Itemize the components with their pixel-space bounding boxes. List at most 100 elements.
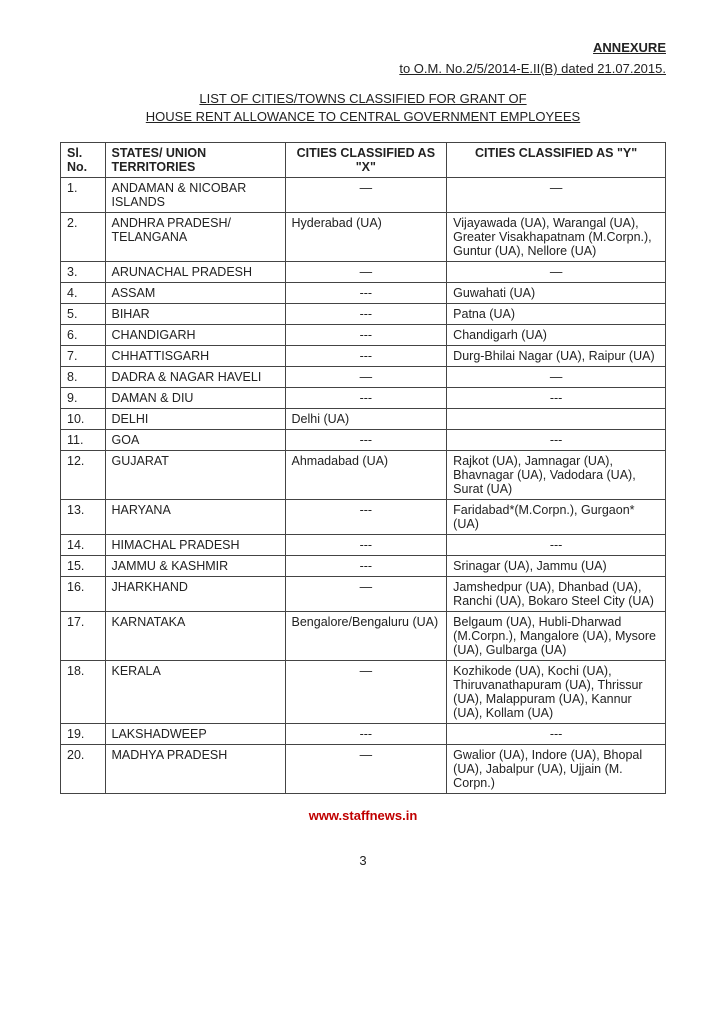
cell-sl: 12.	[61, 451, 106, 500]
annexure-label: ANNEXURE	[60, 40, 666, 55]
cell-state: GUJARAT	[105, 451, 285, 500]
table-row: 5.BIHAR---Patna (UA)	[61, 304, 666, 325]
cell-x: ---	[285, 304, 447, 325]
cell-y: ---	[447, 535, 666, 556]
title-line1: LIST OF CITIES/TOWNS CLASSIFIED FOR GRAN…	[199, 91, 526, 106]
table-row: 2.ANDHRA PRADESH/ TELANGANAHyderabad (UA…	[61, 213, 666, 262]
cell-y: Srinagar (UA), Jammu (UA)	[447, 556, 666, 577]
table-row: 1.ANDAMAN & NICOBAR ISLANDS——	[61, 178, 666, 213]
col-sl: Sl. No.	[61, 143, 106, 178]
cell-state: JHARKHAND	[105, 577, 285, 612]
cell-state: CHANDIGARH	[105, 325, 285, 346]
cell-state: DELHI	[105, 409, 285, 430]
cell-sl: 6.	[61, 325, 106, 346]
cell-sl: 18.	[61, 661, 106, 724]
cell-y: —	[447, 367, 666, 388]
cell-sl: 19.	[61, 724, 106, 745]
cities-table: Sl. No. STATES/ UNION TERRITORIES CITIES…	[60, 142, 666, 794]
table-body: 1.ANDAMAN & NICOBAR ISLANDS—— 2.ANDHRA P…	[61, 178, 666, 794]
cell-state: HIMACHAL PRADESH	[105, 535, 285, 556]
cell-state: MADHYA PRADESH	[105, 745, 285, 794]
cell-state: ANDAMAN & NICOBAR ISLANDS	[105, 178, 285, 213]
cell-x: ---	[285, 500, 447, 535]
footer-link: www.staffnews.in	[60, 808, 666, 823]
cell-state: CHHATTISGARH	[105, 346, 285, 367]
cell-state: KARNATAKA	[105, 612, 285, 661]
title-line2: HOUSE RENT ALLOWANCE TO CENTRAL GOVERNME…	[146, 109, 580, 124]
table-row: 18.KERALA—Kozhikode (UA), Kochi (UA), Th…	[61, 661, 666, 724]
cell-sl: 15.	[61, 556, 106, 577]
cell-y: Vijayawada (UA), Warangal (UA), Greater …	[447, 213, 666, 262]
table-row: 11.GOA------	[61, 430, 666, 451]
cell-x: —	[285, 262, 447, 283]
table-row: 9.DAMAN & DIU------	[61, 388, 666, 409]
cell-state: ANDHRA PRADESH/ TELANGANA	[105, 213, 285, 262]
cell-y: Jamshedpur (UA), Dhanbad (UA), Ranchi (U…	[447, 577, 666, 612]
col-y: CITIES CLASSIFIED AS "Y"	[447, 143, 666, 178]
cell-sl: 16.	[61, 577, 106, 612]
cell-sl: 17.	[61, 612, 106, 661]
cell-state: KERALA	[105, 661, 285, 724]
cell-state: ASSAM	[105, 283, 285, 304]
cell-state: DAMAN & DIU	[105, 388, 285, 409]
cell-sl: 2.	[61, 213, 106, 262]
cell-sl: 20.	[61, 745, 106, 794]
cell-x: —	[285, 367, 447, 388]
table-row: 15.JAMMU & KASHMIR---Srinagar (UA), Jamm…	[61, 556, 666, 577]
cell-state: JAMMU & KASHMIR	[105, 556, 285, 577]
cell-y: ---	[447, 724, 666, 745]
cell-y: Chandigarh (UA)	[447, 325, 666, 346]
col-state: STATES/ UNION TERRITORIES	[105, 143, 285, 178]
cell-x: Hyderabad (UA)	[285, 213, 447, 262]
cell-y: Belgaum (UA), Hubli-Dharwad (M.Corpn.), …	[447, 612, 666, 661]
cell-sl: 11.	[61, 430, 106, 451]
cell-y: —	[447, 262, 666, 283]
cell-y: ---	[447, 430, 666, 451]
cell-sl: 9.	[61, 388, 106, 409]
cell-x: Delhi (UA)	[285, 409, 447, 430]
table-header-row: Sl. No. STATES/ UNION TERRITORIES CITIES…	[61, 143, 666, 178]
cell-x: ---	[285, 535, 447, 556]
table-row: 19.LAKSHADWEEP------	[61, 724, 666, 745]
table-row: 4.ASSAM---Guwahati (UA)	[61, 283, 666, 304]
cell-sl: 10.	[61, 409, 106, 430]
cell-state: GOA	[105, 430, 285, 451]
page-number: 3	[60, 853, 666, 868]
cell-state: HARYANA	[105, 500, 285, 535]
cell-y	[447, 409, 666, 430]
cell-state: ARUNACHAL PRADESH	[105, 262, 285, 283]
cell-sl: 7.	[61, 346, 106, 367]
cell-x: ---	[285, 325, 447, 346]
table-row: 14.HIMACHAL PRADESH------	[61, 535, 666, 556]
cell-x: —	[285, 661, 447, 724]
cell-x: ---	[285, 556, 447, 577]
cell-x: ---	[285, 724, 447, 745]
table-row: 3.ARUNACHAL PRADESH——	[61, 262, 666, 283]
cell-x: Bengalore/Bengaluru (UA)	[285, 612, 447, 661]
table-row: 12.GUJARATAhmadabad (UA)Rajkot (UA), Jam…	[61, 451, 666, 500]
table-row: 17.KARNATAKABengalore/Bengaluru (UA)Belg…	[61, 612, 666, 661]
table-row: 10.DELHIDelhi (UA)	[61, 409, 666, 430]
cell-state: BIHAR	[105, 304, 285, 325]
cell-x: Ahmadabad (UA)	[285, 451, 447, 500]
cell-x: ---	[285, 388, 447, 409]
cell-y: ---	[447, 388, 666, 409]
table-row: 16.JHARKHAND—Jamshedpur (UA), Dhanbad (U…	[61, 577, 666, 612]
table-row: 20.MADHYA PRADESH—Gwalior (UA), Indore (…	[61, 745, 666, 794]
cell-y: Kozhikode (UA), Kochi (UA), Thiruvanatha…	[447, 661, 666, 724]
cell-y: Rajkot (UA), Jamnagar (UA), Bhavnagar (U…	[447, 451, 666, 500]
cell-sl: 5.	[61, 304, 106, 325]
cell-sl: 8.	[61, 367, 106, 388]
cell-y: Durg-Bhilai Nagar (UA), Raipur (UA)	[447, 346, 666, 367]
cell-y: —	[447, 178, 666, 213]
cell-sl: 13.	[61, 500, 106, 535]
cell-y: Faridabad*(M.Corpn.), Gurgaon*(UA)	[447, 500, 666, 535]
reference-label: to O.M. No.2/5/2014-E.II(B) dated 21.07.…	[60, 61, 666, 76]
table-row: 8.DADRA & NAGAR HAVELI——	[61, 367, 666, 388]
cell-x: —	[285, 178, 447, 213]
cell-y: Patna (UA)	[447, 304, 666, 325]
table-row: 7.CHHATTISGARH---Durg-Bhilai Nagar (UA),…	[61, 346, 666, 367]
cell-x: ---	[285, 283, 447, 304]
col-x: CITIES CLASSIFIED AS "X"	[285, 143, 447, 178]
cell-sl: 14.	[61, 535, 106, 556]
